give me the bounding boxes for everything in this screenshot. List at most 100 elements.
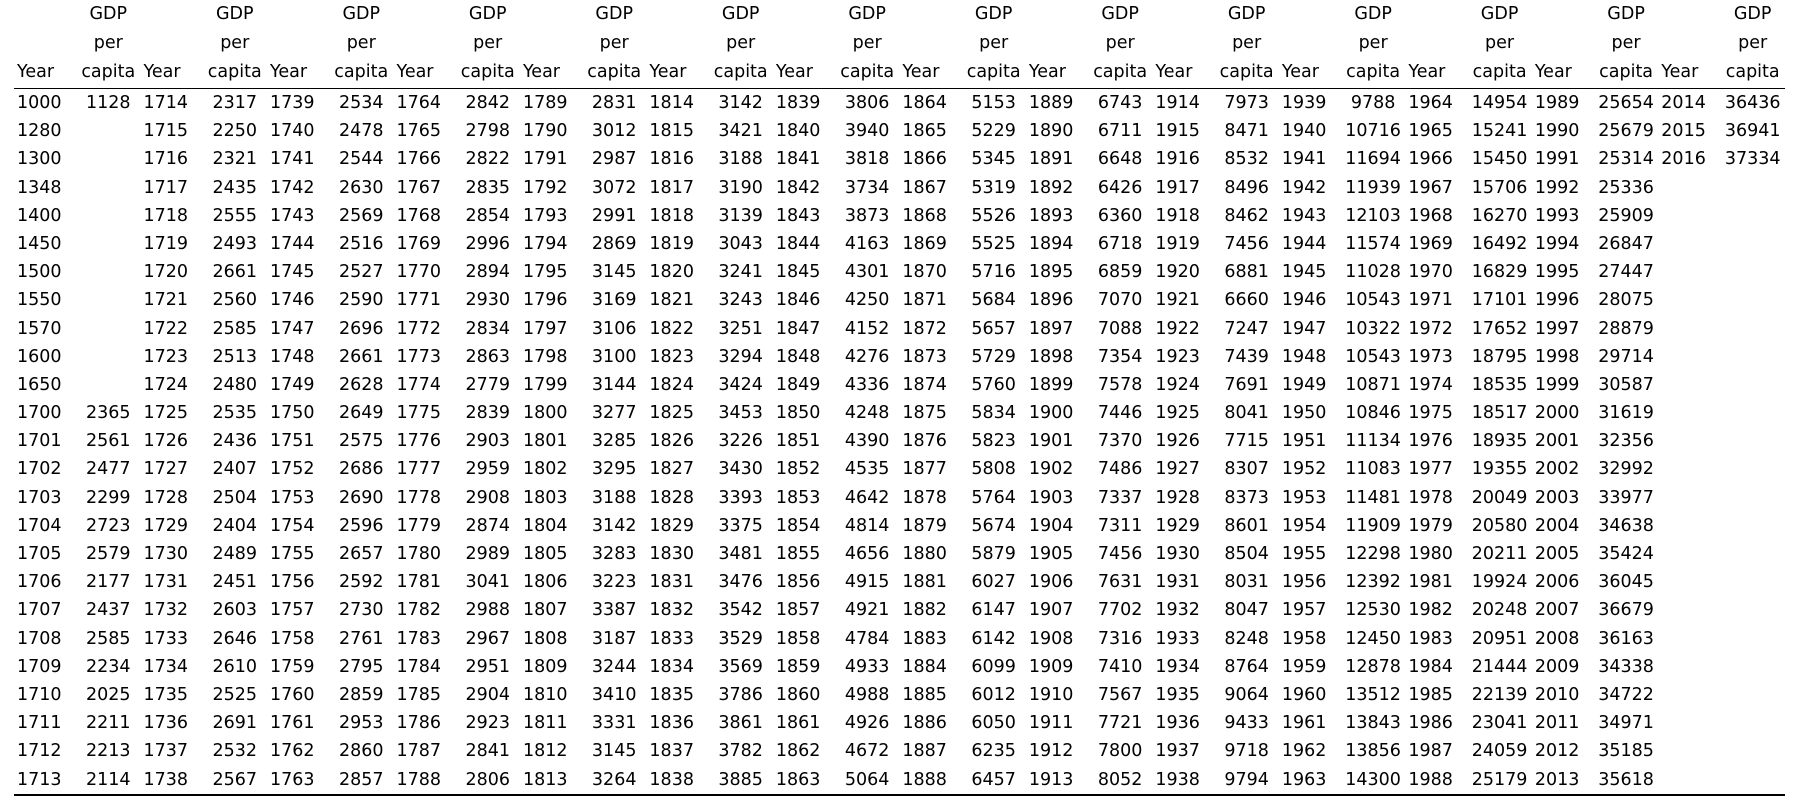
year-cell: 1951	[1281, 431, 1327, 452]
gdp-per-capita-cell: 8248	[1224, 628, 1269, 649]
gdp-per-capita-cell	[1720, 343, 1785, 371]
year-cell: 1705	[17, 544, 62, 564]
gdp-per-capita-cell: 3873	[844, 205, 890, 226]
year-cell: 1773	[396, 346, 441, 367]
year-cell: 2011	[1534, 713, 1580, 734]
year-cell: 1968	[1408, 205, 1453, 226]
gdp-per-capita-cell: 3190	[718, 177, 763, 198]
year-cell: 1887	[902, 741, 947, 762]
gdp-per-capita-cell: 27447	[1598, 262, 1654, 283]
gdp-per-capita-cell: 36163	[1598, 628, 1654, 649]
year-cell: 1890	[1028, 121, 1074, 142]
gdp-per-capita-cell: 7702	[1097, 600, 1143, 621]
year-cell: 1767	[396, 177, 441, 198]
year-cell: 1949	[1281, 374, 1327, 395]
gdp-per-capita-cell: 2959	[465, 459, 510, 480]
year-cell: 1873	[902, 346, 947, 367]
gdp-per-capita-cell: 3453	[718, 403, 763, 424]
year-cell: 1934	[1155, 656, 1200, 677]
table-row: 1280 1715 2250 1740 2478 1765 2798 1790 3012 1815…	[14, 117, 1785, 145]
year-cell: 1862	[775, 741, 821, 762]
gdp-per-capita-cell: 2831	[591, 93, 637, 113]
year-cell: 1742	[269, 177, 315, 198]
gdp-per-capita-cell: 15241	[1471, 121, 1528, 142]
year-cell: 1791	[522, 149, 568, 170]
gdp-per-capita-cell: 7715	[1224, 431, 1269, 452]
gdp-per-capita-cell	[76, 258, 140, 286]
gdp-per-capita-column-header: GDP per capita	[708, 0, 773, 89]
gdp-per-capita-cell: 3421	[718, 121, 763, 142]
gdp-per-capita-cell: 9788	[1350, 93, 1396, 113]
year-cell: 1888	[899, 765, 962, 796]
year-cell: 1786	[396, 713, 441, 734]
gdp-per-capita-cell: 29714	[1598, 346, 1654, 367]
gdp-header-line: per	[726, 33, 756, 53]
gdp-header-line: GDP	[848, 4, 886, 24]
gdp-header-line: per	[599, 33, 629, 53]
gdp-per-capita-cell: 7456	[1097, 544, 1143, 564]
gdp-header-line: capita	[460, 62, 515, 82]
year-cell: 1965	[1408, 121, 1453, 142]
gdp-per-capita-cell: 2211	[85, 713, 131, 734]
gdp-per-capita-cell: 3734	[844, 177, 890, 198]
gdp-per-capita-cell: 2590	[338, 290, 384, 311]
year-cell: 1943	[1281, 205, 1327, 226]
gdp-header-line: per	[1105, 33, 1135, 53]
year-cell: 1650	[17, 374, 62, 395]
gdp-per-capita-cell: 6648	[1097, 149, 1143, 170]
gdp-per-capita-cell	[1720, 512, 1785, 540]
gdp-per-capita-cell: 4988	[844, 684, 890, 705]
gdp-per-capita-cell: 7311	[1097, 515, 1143, 536]
gdp-per-capita-cell: 6027	[971, 572, 1016, 593]
year-cell: 1988	[1405, 765, 1468, 796]
gdp-per-capita-cell: 2603	[212, 600, 258, 621]
table-row: 1703 2299 1728 2504 1753 2690 1778 2908 1803 3188…	[14, 484, 1785, 512]
gdp-header-line: capita	[966, 62, 1021, 82]
gdp-per-capita-cell: 2321	[212, 149, 258, 170]
year-cell: 1926	[1155, 431, 1200, 452]
year-cell: 2004	[1534, 515, 1580, 536]
year-cell: 1000	[17, 93, 62, 113]
gdp-per-capita-cell: 25179	[1467, 765, 1532, 796]
year-cell: 1975	[1408, 403, 1453, 424]
gdp-header-line: GDP	[595, 4, 633, 24]
gdp-per-capita-cell	[76, 145, 140, 173]
year-cell	[1658, 568, 1720, 596]
year-cell	[1658, 540, 1720, 568]
year-cell: 1700	[17, 403, 62, 424]
year-cell: 1894	[1028, 233, 1074, 254]
year-cell: 1933	[1155, 628, 1200, 649]
gdp-per-capita-cell: 2317	[212, 93, 258, 113]
year-cell: 1800	[522, 403, 568, 424]
gdp-per-capita-column-header: GDP per capita	[1087, 0, 1153, 89]
gdp-per-capita-cell: 2569	[338, 205, 384, 226]
gdp-per-capita-cell: 25314	[1598, 149, 1654, 170]
gdp-per-capita-cell: 2761	[338, 628, 384, 649]
year-cell: 1920	[1155, 262, 1200, 283]
gdp-per-capita-cell: 8373	[1224, 487, 1269, 508]
gdp-per-capita-cell: 2596	[338, 515, 384, 536]
year-cell: 1938	[1152, 765, 1215, 796]
year-cell: 1998	[1534, 346, 1580, 367]
gdp-per-capita-cell: 3012	[591, 121, 637, 142]
gdp-per-capita-cell: 2234	[85, 656, 131, 677]
gdp-per-capita-cell: 7446	[1097, 403, 1143, 424]
gdp-per-capita-cell: 2991	[591, 205, 637, 226]
gdp-per-capita-cell: 2404	[212, 515, 258, 536]
year-cell: 1907	[1028, 600, 1074, 621]
gdp-per-capita-cell: 10846	[1345, 403, 1401, 424]
gdp-per-capita-cell: 3542	[718, 600, 763, 621]
gdp-per-capita-cell: 2806	[455, 765, 520, 796]
table-row: 1550 1721 2560 1746 2590 1771 2930 1796 3169 1821…	[14, 286, 1785, 314]
table-row: 1300 1716 2321 1741 2544 1766 2822 1791 2987 1816…	[14, 145, 1785, 173]
gdp-per-capita-cell: 5760	[971, 374, 1016, 395]
gdp-per-capita-cell: 30587	[1598, 374, 1654, 395]
year-cell: 1736	[143, 713, 189, 734]
gdp-per-capita-cell: 19924	[1471, 572, 1528, 593]
gdp-per-capita-cell: 3187	[591, 628, 637, 649]
year-cell: 1989	[1534, 93, 1580, 113]
year-cell: 1792	[522, 177, 568, 198]
table-row: 1700 2365 1725 2535 1750 2649 1775 2839 1800 3277…	[14, 399, 1785, 427]
gdp-per-capita-column-header: GDP per capita	[1340, 0, 1406, 89]
gdp-per-capita-cell: 3529	[718, 628, 763, 649]
